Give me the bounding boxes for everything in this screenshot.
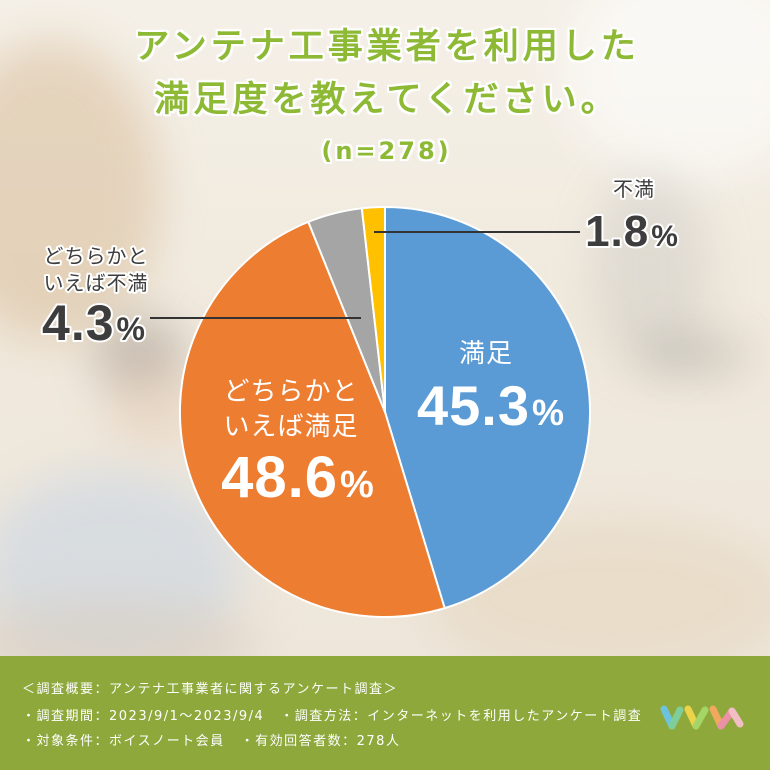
slice-label: いえば不満 <box>44 271 149 295</box>
pie-slice-4 <box>360 206 386 413</box>
survey-method: ・調査方法：インターネットを利用したアンケート調査 <box>280 709 643 724</box>
slice-value-number: 1.8 <box>585 207 649 256</box>
pie-slices <box>178 206 592 619</box>
slice-value-unit: % <box>651 220 679 253</box>
slice-value: 1.8% <box>585 207 679 256</box>
pie-slice-2 <box>178 220 446 619</box>
survey-detail-row: ・調査期間：2023/9/1〜2023/9/4 ・調査方法：インターネットを利用し… <box>22 708 642 726</box>
target-condition: ・対象条件：ボイスノート会員 <box>22 734 225 749</box>
slice-label: 満足 <box>459 339 513 369</box>
slice-value-number: 45.3 <box>417 374 530 437</box>
slice-value-unit: % <box>532 392 565 433</box>
sample-size: (n=278) <box>321 137 452 165</box>
photo-blur-shape <box>640 335 750 375</box>
slice-value: 4.3% <box>42 295 146 351</box>
slice-label: いえば満足 <box>223 412 358 442</box>
title-line-1: アンテナ工事業者を利用した <box>134 27 640 67</box>
photo-blur-shape <box>590 170 710 370</box>
slice-value-unit: % <box>117 311 146 347</box>
survey-period: ・調査期間：2023/9/1〜2023/9/4 <box>22 709 265 724</box>
logo-stroke <box>728 707 744 728</box>
slice-value-unit: % <box>340 464 375 506</box>
photo-blur-shape <box>95 315 185 395</box>
survey-summary-footer: ＜調査概要：アンテナ工事業者に関するアンケート調査＞ ・調査期間：2023/9/… <box>0 656 770 770</box>
slice-value-number: 48.6 <box>221 445 338 510</box>
slice-value: 48.6% <box>221 445 375 510</box>
logo-stroke <box>668 706 684 730</box>
slice-label: どちらかと <box>223 377 358 407</box>
slice-value-number: 4.3 <box>42 295 115 351</box>
logo-icon <box>660 705 744 730</box>
slice-value: 45.3% <box>417 374 565 437</box>
title-line-2: 満足度を教えてください。 <box>154 80 620 120</box>
survey-summary-heading: ＜調査概要：アンテナ工事業者に関するアンケート調査＞ <box>22 682 398 697</box>
valid-respondents: ・有効回答者数：278人 <box>240 734 401 749</box>
survey-detail-row: ・対象条件：ボイスノート会員 ・有効回答者数：278人 <box>22 733 400 751</box>
callout-lines <box>150 231 580 319</box>
slice-label: どちらかと <box>44 244 149 268</box>
pie-chart: 満足45.3%どちらかといえば満足48.6%どちらかといえば不満4.3%不満1.… <box>40 175 680 619</box>
pie-slice-1 <box>384 206 592 610</box>
slice-label: 不満 <box>613 177 655 201</box>
slice-labels: 満足45.3%どちらかといえば満足48.6%どちらかといえば不満4.3%不満1.… <box>40 175 680 510</box>
logo-stroke <box>692 706 709 730</box>
